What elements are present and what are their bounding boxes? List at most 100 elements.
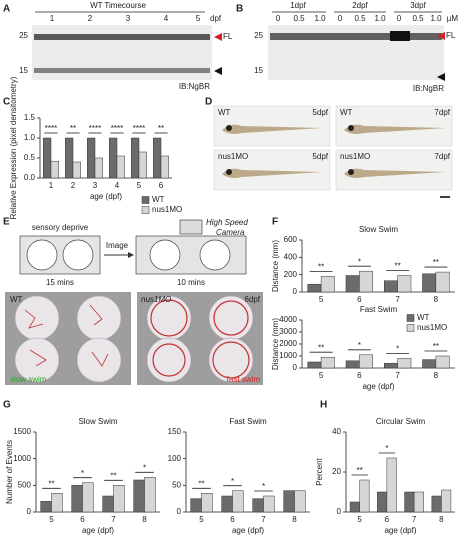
y-tick-label: 1000	[13, 454, 31, 463]
panel-label: E	[3, 217, 10, 228]
y-tick-label: 200	[284, 270, 298, 279]
panel-label: D	[205, 97, 212, 108]
group-label: 3dpf	[410, 1, 426, 10]
sig-label: **	[318, 263, 324, 272]
bar	[435, 355, 450, 369]
legend-swatch	[406, 314, 415, 322]
lane-label: 1	[50, 14, 55, 23]
bar	[345, 360, 360, 369]
sig-label: **	[357, 466, 363, 475]
x-tick-label: 5	[199, 515, 204, 524]
bar	[431, 495, 442, 513]
x-tick-label: 5	[49, 515, 54, 524]
x-tick-label: 7	[111, 515, 116, 524]
y-tick-label: 0	[27, 507, 32, 516]
bar	[65, 137, 74, 179]
arrow-label: Image	[106, 241, 129, 250]
time-label: 10 mins	[177, 278, 205, 287]
image-caption: slow swim	[10, 375, 47, 384]
bar	[404, 491, 415, 513]
bar	[50, 160, 59, 179]
image-label: 5dpf	[312, 152, 328, 161]
bar	[435, 271, 450, 293]
x-tick-label: 8	[142, 515, 147, 524]
image-label: 5dpf	[312, 108, 328, 117]
lane-unit: dpf	[210, 14, 222, 23]
bar	[441, 489, 452, 513]
fish-images	[213, 105, 453, 191]
sig-label: *	[262, 482, 265, 491]
y-tick-label: 4000	[279, 315, 297, 324]
x-tick-label: 8	[439, 515, 444, 524]
sig-label: *	[358, 257, 361, 266]
x-axis-label: age (dpf)	[232, 526, 264, 535]
camera	[179, 219, 203, 235]
y-tick-label: 0.0	[24, 173, 36, 182]
bar	[160, 155, 169, 179]
x-tick-label: 6	[357, 295, 362, 304]
step-label: sensory deprive	[32, 223, 89, 232]
arrow-head	[128, 252, 134, 258]
y-tick-label: 1500	[13, 427, 31, 436]
bar	[263, 495, 275, 513]
arrow	[214, 67, 222, 75]
image-label: WT	[340, 108, 353, 117]
y-tick-label: 0	[337, 507, 342, 516]
bar	[383, 280, 398, 293]
sig-label: ****	[111, 124, 123, 133]
y-tick-label: 0.5	[24, 153, 36, 162]
bar	[72, 161, 81, 179]
bar	[349, 501, 360, 513]
arrow	[214, 33, 222, 41]
sig-label: *	[81, 469, 84, 478]
x-tick-label: 2	[71, 181, 76, 190]
group-label: 2dpf	[352, 1, 368, 10]
bar	[383, 362, 398, 369]
x-tick-label: 5	[357, 515, 362, 524]
x-tick-label: 6	[230, 515, 235, 524]
y-tick-label: 600	[284, 235, 298, 244]
x-axis-label: age (dpf)	[384, 526, 416, 535]
swim-tracks	[24, 299, 250, 379]
bar	[102, 495, 114, 513]
dose-label: 0.5	[412, 14, 424, 23]
y-tick-label: 100	[168, 454, 182, 463]
x-tick-label: 5	[319, 295, 324, 304]
time-label: 15 mins	[46, 278, 74, 287]
fish	[222, 124, 322, 134]
y-tick-label: 150	[168, 427, 182, 436]
y-tick-label: 3000	[279, 327, 297, 336]
sig-label: **	[318, 343, 324, 352]
sig-label: **	[433, 258, 439, 267]
fish	[344, 168, 446, 178]
y-tick-label: 40	[332, 427, 341, 436]
bar	[386, 457, 397, 513]
sig-label: ****	[45, 124, 57, 133]
x-tick-label: 5	[319, 371, 324, 380]
image-label: nus1MO	[340, 152, 370, 161]
fish-eye	[226, 169, 232, 175]
well	[199, 239, 231, 271]
bar	[109, 137, 118, 179]
marker-label: 15	[254, 66, 263, 75]
image-label: 7dpf	[434, 152, 450, 161]
bar	[413, 491, 424, 513]
bar	[294, 490, 306, 513]
arrow-label: FL	[223, 32, 233, 41]
chart-title: Slow Swim	[78, 417, 117, 426]
x-tick-label: 7	[395, 371, 400, 380]
bar	[138, 151, 147, 179]
x-tick-label: 6	[159, 181, 164, 190]
image-label: nus1MO	[218, 152, 248, 161]
lane-label: 2	[88, 14, 93, 23]
dose-label: 0	[338, 14, 343, 23]
x-tick-label: 7	[412, 515, 417, 524]
y-tick-label: 0	[293, 363, 298, 372]
sig-label: **	[110, 471, 116, 480]
camera-label: Camera	[216, 228, 245, 237]
sig-label: **	[48, 479, 54, 488]
arrow	[437, 32, 445, 40]
bar	[113, 485, 125, 513]
blot-band	[34, 68, 210, 73]
image-label: WT	[218, 108, 231, 117]
